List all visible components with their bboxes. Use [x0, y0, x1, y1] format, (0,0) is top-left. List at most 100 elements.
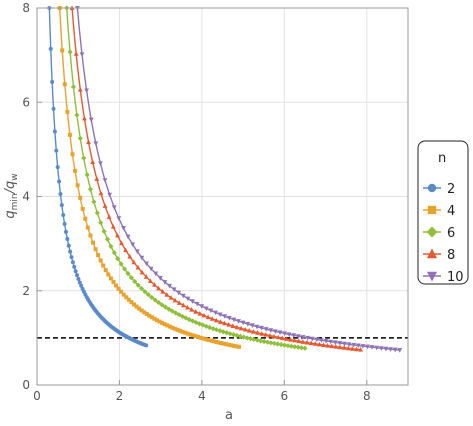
data-point: [254, 337, 260, 343]
legend-label: 10: [447, 270, 464, 285]
data-point: [229, 343, 234, 348]
data-point: [305, 335, 311, 341]
data-point: [329, 343, 335, 349]
data-point: [84, 172, 90, 178]
data-point: [149, 294, 155, 301]
data-point: [217, 328, 223, 334]
data-point: [86, 139, 91, 145]
series-layer: [47, 5, 403, 353]
data-point: [70, 152, 75, 157]
data-point: [282, 331, 288, 337]
data-point: [309, 336, 315, 342]
data-point: [93, 141, 99, 147]
data-point: [60, 48, 65, 53]
y-tick-label: 0: [22, 378, 30, 392]
data-point: [98, 220, 104, 226]
legend-label: 2: [447, 182, 455, 197]
data-point: [67, 132, 72, 137]
data-point: [302, 345, 308, 351]
data-point: [145, 292, 151, 298]
data-point: [148, 266, 154, 272]
data-point: [130, 242, 136, 248]
data-point: [153, 271, 159, 277]
data-point: [355, 343, 361, 349]
data-point: [65, 109, 70, 114]
data-point: [237, 333, 243, 339]
data-point: [162, 322, 167, 327]
data-point: [178, 328, 183, 333]
data-point: [152, 282, 157, 287]
x-tick-label: 0: [33, 389, 41, 403]
data-point: [249, 323, 255, 329]
data-point: [135, 282, 141, 288]
data-point: [76, 277, 81, 282]
data-point: [74, 112, 80, 118]
data-point: [277, 330, 283, 335]
data-point: [268, 340, 274, 346]
data-point: [172, 297, 178, 303]
data-point: [156, 285, 162, 291]
data-point: [90, 159, 96, 164]
data-point: [196, 334, 201, 339]
data-point: [278, 341, 284, 348]
data-point: [199, 304, 205, 309]
data-point: [138, 285, 145, 292]
data-point: [73, 269, 78, 274]
data-point: [62, 82, 67, 87]
data-point: [193, 309, 199, 314]
data-point: [108, 243, 114, 249]
data-point: [121, 226, 126, 231]
data-point: [123, 247, 129, 253]
data-point: [169, 308, 175, 314]
data-point: [259, 331, 265, 336]
data-point: [205, 314, 211, 320]
data-point: [82, 115, 87, 121]
data-point: [57, 179, 62, 184]
data-point: [104, 236, 111, 242]
data-point: [137, 306, 142, 311]
data-point: [378, 346, 384, 351]
data-point: [200, 322, 206, 328]
data-point: [59, 203, 64, 208]
data-point: [157, 275, 163, 281]
data-point: [190, 333, 195, 338]
data-point: [208, 308, 214, 314]
data-point: [80, 206, 85, 211]
data-point: [170, 325, 175, 330]
data-point: [107, 192, 113, 198]
data-point: [119, 240, 124, 246]
data-point: [119, 289, 124, 294]
data-point: [193, 319, 199, 326]
legend-label: 8: [447, 248, 455, 263]
data-point: [160, 289, 166, 294]
data-point: [134, 304, 139, 309]
data-point: [144, 343, 149, 348]
data-point: [296, 338, 302, 344]
data-point: [208, 338, 213, 343]
data-point: [240, 320, 246, 326]
data-point: [222, 320, 227, 326]
data-point: [230, 323, 236, 328]
data-point: [175, 327, 180, 332]
data-point: [226, 322, 232, 327]
data-point: [176, 290, 182, 296]
data-point: [180, 302, 186, 308]
data-point: [281, 342, 288, 348]
series-8: [69, 5, 363, 352]
data-point: [90, 240, 95, 245]
data-point: [273, 329, 278, 334]
y-tick-label: 2: [22, 284, 30, 298]
data-point: [288, 337, 293, 342]
data-point: [325, 342, 331, 348]
x-tick-label: 2: [116, 389, 124, 403]
data-point: [321, 342, 326, 347]
y-axis-label: qmin/qw: [3, 173, 20, 218]
data-point: [143, 274, 149, 279]
data-point: [147, 278, 153, 283]
data-point: [110, 224, 116, 229]
data-point: [207, 324, 213, 331]
data-point: [173, 310, 179, 316]
series-line-8: [71, 7, 361, 351]
data-point: [62, 221, 67, 226]
data-point: [85, 225, 90, 230]
